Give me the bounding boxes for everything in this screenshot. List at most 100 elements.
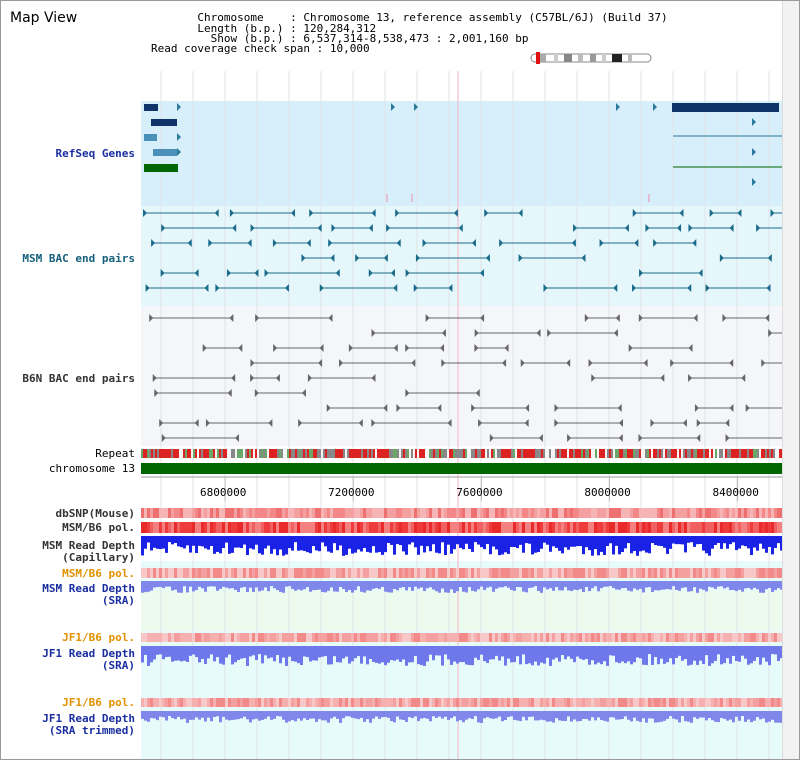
b6n-bac-pair-end (722, 314, 727, 322)
dbsnp-cell (666, 508, 669, 518)
msm-depth-sra-bar (252, 581, 255, 592)
repeat-segment (417, 449, 419, 458)
jf1-depth-sra-bar (417, 646, 420, 665)
msm-pol-cell (567, 522, 570, 533)
jf1-pol2-cell (294, 698, 297, 707)
dbsnp-cell (549, 508, 552, 518)
msm-depth-cap-bar (513, 536, 516, 548)
jf1-pol2-cell (618, 698, 621, 707)
dbsnp-cell (195, 508, 198, 518)
repeat-segment (183, 449, 185, 458)
msm-depth-cap-bar (189, 536, 192, 553)
msm-depth-cap-bar (330, 536, 333, 553)
jf1-depth-sra-bar (765, 646, 768, 662)
repeat-segment (537, 449, 539, 458)
repeat-segment (377, 449, 379, 458)
dbsnp-cell (603, 508, 606, 518)
track-area[interactable]: 6800000 7200000 7600000 8000000 8400000 (141, 1, 783, 759)
msm-depth-cap-bar (687, 536, 690, 543)
msm-pol2-cell (162, 568, 165, 578)
jf1-depth-trim-bar (627, 711, 630, 720)
msm-depth-sra-bar (387, 581, 390, 593)
msm-bac-pair-end (272, 239, 277, 247)
msm-depth-sra-bar (606, 581, 609, 587)
msm-pol2-cell (468, 568, 471, 578)
msm-pol2-cell (462, 568, 465, 578)
msm-bac-pair-end (687, 284, 692, 292)
dbsnp-cell (477, 508, 480, 518)
jf1-pol2-cell (168, 698, 171, 707)
msm-bac-pair-end (499, 239, 504, 247)
msm-depth-sra-bar (546, 581, 549, 590)
msm-depth-cap-bar (501, 536, 504, 555)
jf1-depth-trim-bar (321, 711, 324, 721)
chromosome-ideogram[interactable] (530, 52, 654, 66)
msm-depth-sra-bar (579, 581, 582, 590)
msm-pol-cell (537, 522, 540, 533)
jf1-pol-cell (444, 633, 447, 642)
b6n-bac-pair-end (471, 404, 476, 412)
msm-pol2-cell (351, 568, 354, 578)
jf1-pol2-cell (210, 698, 213, 707)
dbsnp-cell (657, 508, 660, 518)
dbsnp-cell (408, 508, 411, 518)
msm-pol-cell (738, 522, 741, 533)
jf1-pol-cell (732, 633, 735, 642)
msm-depth-cap-bar (339, 536, 342, 546)
repeat-segment (703, 449, 705, 458)
msm-pol2-cell (708, 568, 711, 578)
repeat-segment (531, 449, 533, 458)
jf1-depth-trim-bar (225, 711, 228, 720)
dbsnp-cell (285, 508, 288, 518)
dbsnp-cell (504, 508, 507, 518)
msm-depth-cap-bar (351, 536, 354, 554)
jf1-pol-cell (228, 633, 231, 642)
dbsnp-cell (375, 508, 378, 518)
msm-pol2-cell (339, 568, 342, 578)
b6n-bac-pair-end (619, 419, 624, 427)
b6n-bac-pair-end (588, 359, 593, 367)
msm-depth-sra-bar (153, 581, 156, 588)
msm-depth-cap-bar (363, 536, 366, 548)
msm-pol-cell (483, 522, 486, 533)
dbsnp-cell (636, 508, 639, 518)
msm-pol-cell (354, 522, 357, 533)
msm-pol2-cell (621, 568, 624, 578)
repeat-segment (605, 449, 607, 458)
b6n-bac-pair-end (425, 314, 430, 322)
b6n-bac-pair-end (405, 389, 410, 397)
jf1-pol-cell (462, 633, 465, 642)
msm-depth-cap-bar (627, 536, 630, 544)
repeat-segment (351, 449, 353, 458)
msm-pol-cell (492, 522, 495, 533)
msm-pol-cell (426, 522, 429, 533)
msm-depth-cap-bar (600, 536, 603, 552)
jf1-depth-sra-bar (282, 646, 285, 658)
msm-pol2-cell (324, 568, 327, 578)
repeat-segment (559, 449, 561, 458)
msm-depth-cap-bar (300, 536, 303, 551)
jf1-pol-cell (198, 633, 201, 642)
jf1-depth-sra-bar (546, 646, 549, 658)
msm-pol2-cell (420, 568, 423, 578)
jf1-pol2-cell (180, 698, 183, 707)
repeat-segment (255, 449, 257, 458)
jf1-depth-trim-bar (702, 711, 705, 718)
msm-pol2-cell (150, 568, 153, 578)
msm-bac-pair-end (632, 284, 637, 292)
repeat-segment (189, 449, 191, 458)
track-canvas[interactable]: 6800000 7200000 7600000 8000000 8400000 (141, 1, 783, 759)
msm-pol-cell (486, 522, 489, 533)
msm-pol-cell (324, 522, 327, 533)
repeat-segment (715, 449, 717, 458)
dbsnp-cell (213, 508, 216, 518)
repeat-segment (443, 449, 445, 458)
msm-pol2-cell (183, 568, 186, 578)
jf1-pol-cell (273, 633, 276, 642)
jf1-pol2-cell (246, 698, 249, 707)
jf1-pol2-cell (228, 698, 231, 707)
msm-pol-cell (573, 522, 576, 533)
jf1-pol-cell (636, 633, 639, 642)
msm-depth-sra-bar (549, 581, 552, 589)
vertical-scrollbar[interactable] (782, 1, 799, 759)
